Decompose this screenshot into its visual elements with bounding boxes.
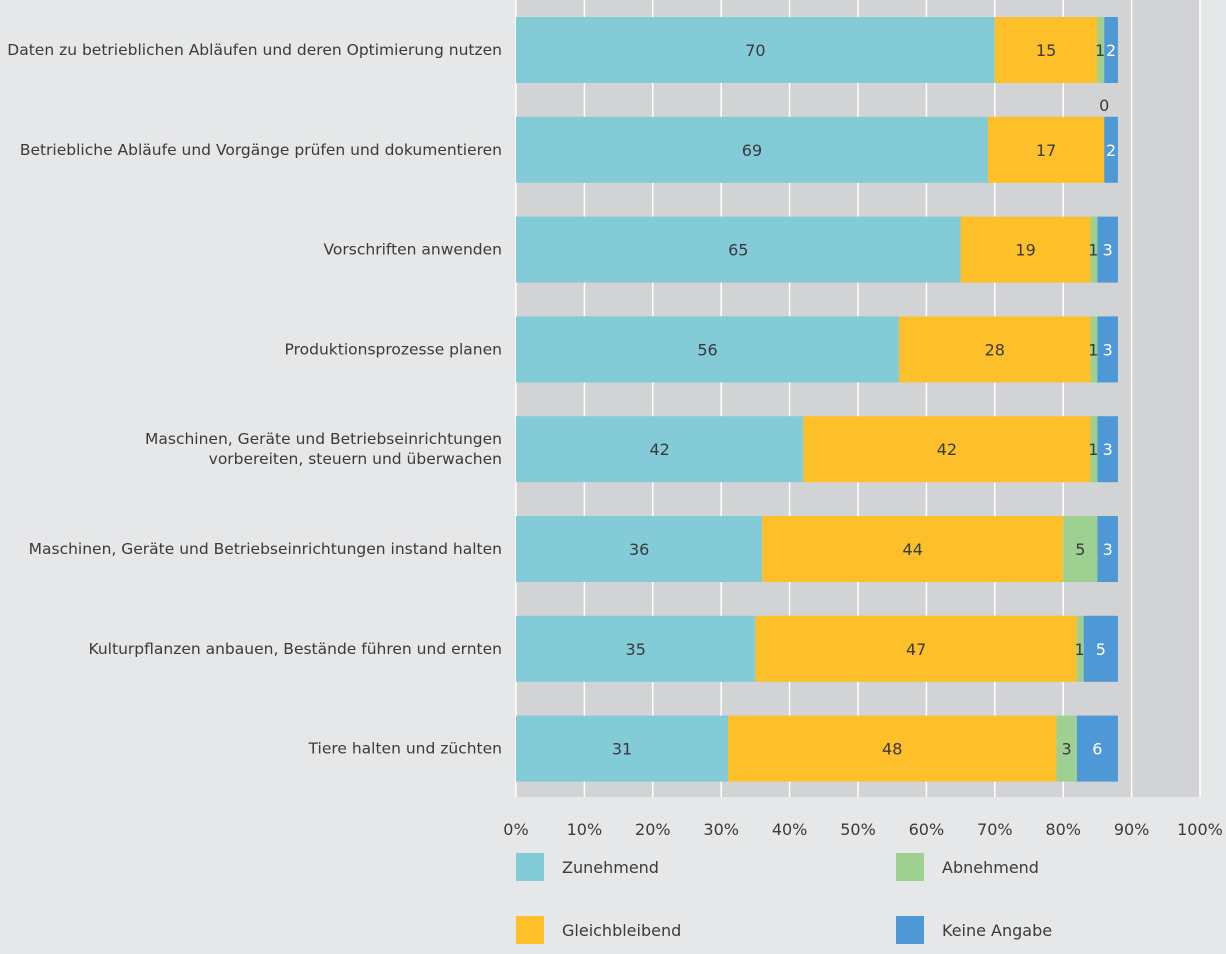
bar-segment-zunehmend [516, 316, 900, 383]
bar-segment-zunehmend [516, 416, 804, 483]
bar-segment-zunehmend [516, 715, 729, 782]
bar-segment-zunehmend [516, 216, 961, 283]
category-label: Betriebliche Abläufe und Vorgänge prüfen… [20, 141, 502, 159]
bar-segment-gleichbleibend [960, 216, 1091, 283]
bar-segment-abnehmend [1090, 316, 1098, 383]
x-tick-label: 0% [503, 820, 528, 839]
bar-segment-gleichbleibend [728, 715, 1057, 782]
bar-segment-keine-angabe [1076, 715, 1118, 782]
bar-segment-gleichbleibend [994, 17, 1098, 83]
data-label-abnehmend: 0 [1099, 96, 1109, 115]
data-label-keine-angabe: 6 [1092, 740, 1102, 759]
data-label-gleichbleibend: 28 [985, 340, 1005, 359]
data-label-abnehmend: 1 [1075, 640, 1085, 659]
bar-segment-abnehmend [1090, 416, 1098, 483]
category-label: Kulturpflanzen anbauen, Bestände führen … [88, 640, 502, 658]
data-label-keine-angabe: 3 [1103, 241, 1113, 260]
data-label-abnehmend: 3 [1062, 740, 1072, 759]
data-label-zunehmend: 35 [626, 640, 646, 659]
bar-segment-zunehmend [516, 516, 763, 582]
data-label-keine-angabe: 3 [1103, 440, 1113, 459]
bar-segment-keine-angabe [1097, 216, 1118, 283]
x-tick-label: 20% [635, 820, 671, 839]
category-label: Produktionsprozesse planen [285, 340, 502, 358]
bar-segment-keine-angabe [1104, 116, 1118, 183]
data-label-abnehmend: 1 [1088, 241, 1098, 260]
x-tick-label: 100% [1177, 820, 1223, 839]
x-tick-label: 80% [1045, 820, 1081, 839]
bar-segment-zunehmend [516, 17, 995, 83]
data-label-keine-angabe: 2 [1106, 141, 1116, 160]
category-label: Tiere halten und züchten [308, 740, 502, 758]
x-tick-label: 90% [1114, 820, 1150, 839]
bars [516, 17, 1118, 782]
data-label-keine-angabe: 5 [1096, 640, 1106, 659]
data-label-abnehmend: 1 [1095, 41, 1105, 60]
x-axis-ticks: 0% 10% 20% 30% 40% 50% 60% 70% 80% 90% 100% [503, 820, 1223, 839]
bar-segment-zunehmend [516, 615, 756, 682]
data-label-gleichbleibend: 15 [1036, 41, 1056, 60]
x-tick-label: 50% [840, 820, 876, 839]
data-label-abnehmend: 5 [1075, 540, 1085, 559]
data-label-abnehmend: 1 [1088, 440, 1098, 459]
data-label-zunehmend: 69 [742, 141, 762, 160]
bar-segment-keine-angabe [1097, 516, 1118, 582]
bar-segment-keine-angabe [1104, 17, 1118, 83]
x-tick-label: 30% [703, 820, 739, 839]
category-label: Maschinen, Geräte und Betriebseinrichtun… [145, 430, 502, 468]
data-label-zunehmend: 65 [728, 241, 748, 260]
data-label-gleichbleibend: 19 [1015, 241, 1035, 260]
bar-segment-abnehmend [1063, 516, 1098, 582]
data-label-zunehmend: 42 [649, 440, 669, 459]
data-label-zunehmend: 56 [697, 340, 717, 359]
bar-segment-keine-angabe [1097, 416, 1118, 483]
bar-segment-abnehmend [1056, 715, 1077, 782]
data-label-gleichbleibend: 17 [1036, 141, 1056, 160]
category-label: Vorschriften anwenden [324, 241, 502, 259]
data-label-gleichbleibend: 48 [882, 740, 902, 759]
data-label-gleichbleibend: 47 [906, 640, 926, 659]
x-tick-label: 10% [567, 820, 603, 839]
x-tick-label: 40% [772, 820, 808, 839]
data-label-keine-angabe: 3 [1103, 340, 1113, 359]
bar-segment-gleichbleibend [987, 116, 1105, 183]
bar-segment-gleichbleibend [762, 516, 1064, 582]
bar-segment-gleichbleibend [755, 615, 1077, 682]
bar-segment-gleichbleibend [803, 416, 1091, 483]
data-label-abnehmend: 1 [1088, 340, 1098, 359]
bar-segment-abnehmend [1076, 615, 1084, 682]
bar-segment-gleichbleibend [899, 316, 1091, 383]
bar-segment-abnehmend [1090, 216, 1098, 283]
bar-segment-zunehmend [516, 116, 988, 183]
x-tick-label: 70% [977, 820, 1013, 839]
data-label-zunehmend: 36 [629, 540, 649, 559]
bar-segment-keine-angabe [1097, 316, 1118, 383]
data-label-keine-angabe: 3 [1103, 540, 1113, 559]
data-label-zunehmend: 31 [612, 740, 632, 759]
data-label-gleichbleibend: 44 [903, 540, 923, 559]
data-label-zunehmend: 70 [745, 41, 765, 60]
x-tick-label: 60% [909, 820, 945, 839]
category-label: Daten zu betrieblichen Abläufen und dere… [7, 41, 502, 59]
category-labels: Daten zu betrieblichen Abläufen und dere… [7, 41, 502, 758]
bar-segment-abnehmend [1097, 17, 1105, 83]
bar-segment-keine-angabe [1083, 615, 1118, 682]
category-label: Maschinen, Geräte und Betriebseinrichtun… [29, 540, 502, 558]
data-label-gleichbleibend: 42 [937, 440, 957, 459]
data-label-keine-angabe: 2 [1106, 41, 1116, 60]
